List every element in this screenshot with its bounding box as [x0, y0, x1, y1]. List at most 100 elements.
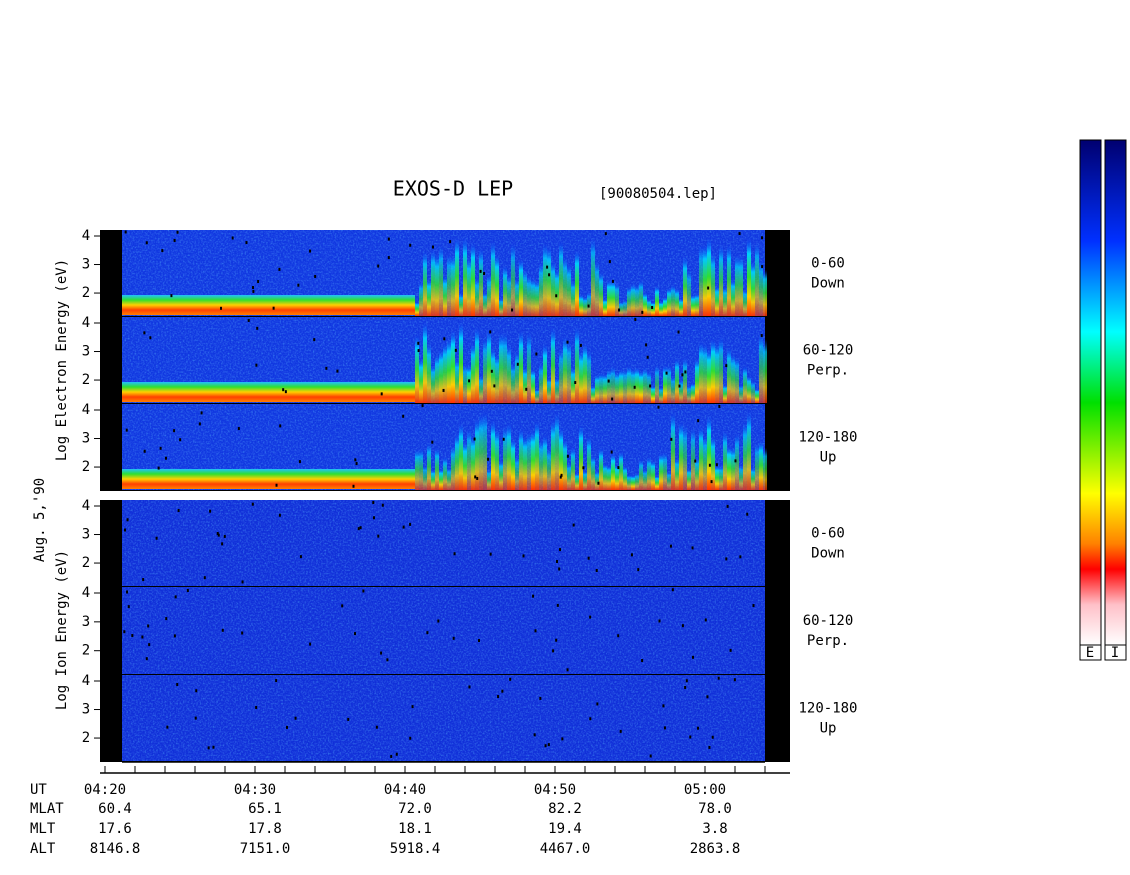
speck: [347, 717, 350, 721]
burst: [443, 456, 447, 490]
pitch-dir: Down: [811, 276, 845, 292]
speck: [294, 716, 297, 720]
speck: [556, 559, 559, 563]
burst: [567, 263, 571, 316]
speck: [380, 392, 383, 396]
burst: [695, 457, 699, 490]
burst: [755, 442, 759, 490]
burst: [747, 375, 751, 403]
speck: [372, 501, 375, 505]
speck: [671, 588, 674, 592]
pitch-dir: Up: [820, 721, 837, 737]
burst: [643, 292, 647, 316]
pitch-range: 0-60: [811, 526, 845, 542]
burst: [703, 343, 707, 403]
speck: [663, 726, 666, 730]
speck: [710, 480, 713, 484]
speck: [637, 568, 640, 572]
colorbar-label: E: [1086, 645, 1094, 661]
speck: [203, 576, 206, 580]
burst: [499, 460, 503, 490]
ephemeris-value: 82.2: [548, 801, 582, 817]
speck: [645, 343, 648, 347]
speck: [409, 522, 412, 526]
speck: [241, 580, 244, 584]
ephemeris-value: 60.4: [98, 801, 132, 817]
burst: [743, 289, 747, 316]
burst: [711, 252, 715, 316]
energy-tick-label: 2: [82, 643, 90, 659]
speck: [237, 427, 240, 431]
burst: [659, 453, 663, 490]
speck: [597, 481, 600, 485]
burst: [759, 260, 763, 316]
speck: [511, 308, 514, 312]
speck: [275, 679, 278, 683]
burst: [699, 341, 703, 403]
burst: [639, 279, 643, 316]
burst: [487, 274, 491, 316]
burst: [595, 374, 599, 403]
speck: [212, 745, 215, 749]
pitch-range: 60-120: [803, 613, 854, 629]
energy-tick-label: 2: [82, 459, 90, 475]
speck: [341, 604, 344, 608]
speck: [166, 725, 169, 729]
burst: [499, 332, 503, 403]
energy-tick-label: 3: [82, 257, 90, 273]
burst: [739, 254, 743, 316]
speck: [566, 454, 569, 458]
burst: [483, 337, 487, 403]
speck: [479, 269, 482, 273]
burst: [731, 279, 735, 316]
speck: [252, 286, 255, 290]
row-label: MLT: [30, 821, 56, 837]
burst: [531, 278, 535, 316]
speck: [142, 578, 145, 582]
speck: [607, 379, 610, 383]
speck: [587, 304, 590, 308]
speck: [589, 615, 592, 619]
burst: [663, 452, 667, 490]
speck: [148, 643, 151, 647]
speck: [497, 695, 500, 699]
ephemeris-value: 04:20: [84, 782, 126, 798]
burst: [579, 425, 583, 490]
burst: [423, 250, 427, 316]
burst: [715, 285, 719, 316]
burst: [715, 342, 719, 403]
burst: [743, 421, 747, 490]
speck: [221, 628, 224, 632]
speck: [282, 388, 285, 392]
speck: [309, 642, 312, 646]
speck: [209, 509, 212, 513]
speck: [733, 678, 736, 682]
burst: [607, 368, 611, 403]
burst: [487, 469, 491, 490]
burst: [723, 384, 727, 403]
burst: [683, 256, 687, 316]
speck: [547, 743, 550, 747]
burst: [707, 349, 711, 403]
burst: [467, 256, 471, 316]
burst: [591, 455, 595, 490]
speck: [255, 705, 258, 709]
speck: [478, 639, 481, 643]
burst: [599, 372, 603, 403]
speck: [336, 369, 339, 373]
speck: [738, 232, 741, 236]
ephemeris-value: 04:40: [384, 782, 426, 798]
burst: [619, 451, 623, 490]
speck: [165, 617, 168, 621]
burst: [543, 435, 547, 490]
burst: [419, 358, 423, 403]
speck: [241, 631, 244, 635]
burst: [627, 366, 631, 403]
burst: [687, 269, 691, 316]
speck: [200, 411, 203, 415]
speck: [483, 272, 486, 276]
speck: [309, 249, 312, 253]
burst: [455, 358, 459, 403]
low-energy-band: [122, 382, 415, 402]
labels: 4 3 2 0-60 Down 4 3 2 60-120 Perp. 4 3 2 120-180 Up 4 3 2…: [30, 228, 858, 857]
